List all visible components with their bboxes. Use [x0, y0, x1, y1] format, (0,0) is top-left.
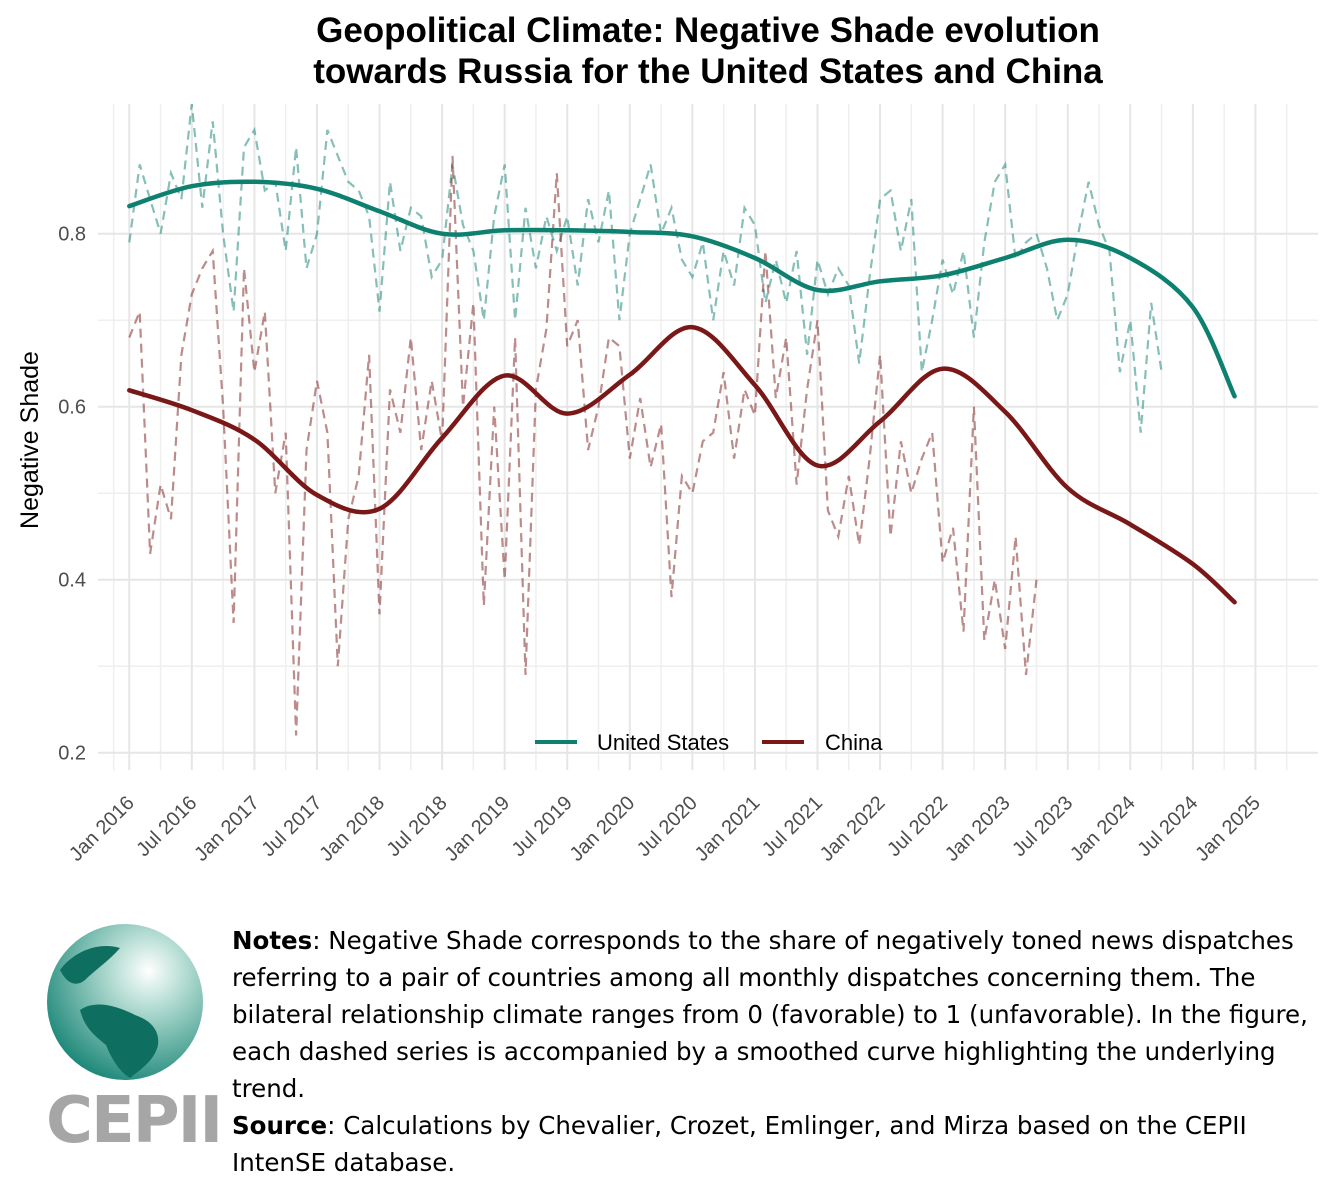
notes-label: Notes [232, 926, 313, 955]
y-axis-title: Negative Shade [16, 351, 44, 529]
x-tick-label: Jan 2024 [1066, 792, 1140, 866]
source-paragraph: Source: Calculations by Chevalier, Croze… [232, 1107, 1312, 1181]
logo-text: CEPII [46, 1084, 221, 1150]
legend: United States China [535, 730, 883, 755]
x-tick-label: Jan 2021 [691, 792, 765, 866]
y-tick-label: 0.8 [58, 224, 86, 246]
source-label: Source [232, 1111, 328, 1140]
x-tick-label: Jan 2022 [816, 792, 890, 866]
y-tick-label: 0.2 [58, 743, 86, 765]
smoothed-series [127, 179, 1237, 605]
grid-major [98, 104, 1318, 770]
legend-label-united-states: United States [597, 730, 729, 755]
notes-paragraph: Notes: Negative Shade corresponds to the… [232, 922, 1312, 1107]
legend-label-china: China [825, 730, 883, 755]
x-tick-label: Jan 2017 [190, 792, 264, 866]
x-tick-label: Jan 2020 [566, 792, 640, 866]
x-tick-label: Jan 2025 [1191, 792, 1265, 866]
y-axis-ticks: 0.2 0.4 0.6 0.8 [58, 224, 86, 765]
notes-text: : Negative Shade corresponds to the shar… [232, 926, 1308, 1103]
cepii-logo: CEPII [46, 924, 223, 1150]
monthly-line-united-states [128, 103, 1163, 433]
smoothed-line-united-states [127, 179, 1237, 399]
x-tick-label: Jan 2019 [440, 792, 514, 866]
chart-title: Geopolitical Climate: Negative Shade evo… [0, 10, 1332, 92]
y-tick-label: 0.4 [58, 570, 86, 592]
x-tick-label: Jan 2023 [941, 792, 1015, 866]
chart-title-line-1: Geopolitical Climate: Negative Shade evo… [316, 11, 1100, 50]
grid-minor [98, 104, 1318, 770]
notes-block: Notes: Negative Shade corresponds to the… [232, 922, 1312, 1181]
chart-title-line-2: towards Russia for the United States and… [313, 52, 1103, 91]
x-tick-label: Jan 2016 [65, 792, 139, 866]
smoothed-line-china [127, 324, 1237, 605]
y-tick-label: 0.6 [58, 397, 86, 419]
continent-shape [80, 1004, 159, 1078]
source-text: : Calculations by Chevalier, Crozet, Eml… [232, 1111, 1247, 1177]
monthly-series [128, 103, 1163, 736]
x-tick-label: Jan 2018 [315, 792, 389, 866]
continent-shape-north [60, 946, 120, 984]
